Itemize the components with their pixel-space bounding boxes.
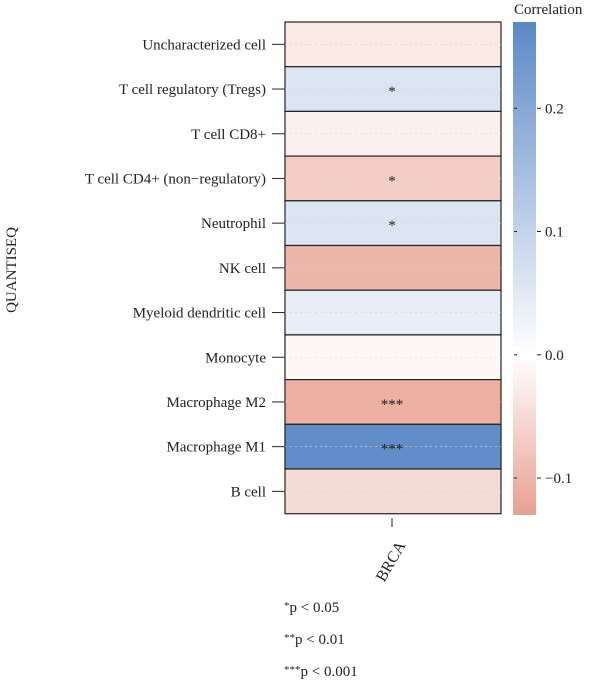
colorbar-tick-label: −0.1: [545, 471, 572, 487]
row-label: Monocyte: [205, 350, 266, 366]
row-label: T cell regulatory (Tregs): [119, 82, 266, 98]
significance-note: *p < 0.05: [284, 600, 340, 616]
colorbar: 0.2 0.1 0.0 −0.1: [513, 22, 572, 515]
row-label: NK cell: [219, 261, 266, 277]
row-label: Macrophage M1: [166, 440, 266, 456]
row-label: B cell: [231, 484, 266, 500]
y-axis-title: QUANTISEQ: [4, 227, 20, 313]
significance-note: **p < 0.01: [284, 632, 345, 648]
row-label: Macrophage M2: [166, 395, 266, 411]
colorbar-tick-label: 0.0: [545, 348, 564, 364]
colorbar-title: Correlation: [514, 2, 583, 18]
row-label: Uncharacterized cell: [142, 37, 266, 53]
row-label: T cell CD4+ (non−regulatory): [85, 171, 266, 187]
significance-stars: *: [388, 173, 396, 189]
significance-note: ***p < 0.001: [284, 664, 358, 680]
significance-stars: *: [388, 218, 396, 234]
row-label: Myeloid dendritic cell: [133, 306, 266, 322]
colorbar-tick-label: 0.1: [545, 225, 564, 241]
heatmap-cells: *********: [284, 21, 502, 515]
significance-stars: ***: [381, 442, 404, 458]
heatmap-cell: [284, 110, 502, 157]
significance-legend: *p < 0.05 **p < 0.01 ***p < 0.001: [284, 591, 358, 687]
colorbar-tick-label: 0.2: [545, 101, 564, 117]
heatmap-cell: [284, 289, 502, 336]
column-label: BRCA: [373, 538, 410, 585]
colorbar-gradient: [513, 22, 536, 515]
heatmap-cell: [284, 468, 502, 515]
heatmap-cell: [284, 21, 502, 68]
significance-stars: ***: [381, 397, 404, 413]
heatmap-cell: [284, 244, 502, 291]
row-label: Neutrophil: [201, 216, 266, 232]
heatmap-cell: [284, 334, 502, 381]
row-label: T cell CD8+: [191, 127, 266, 143]
row-labels: Uncharacterized cell T cell regulatory (T…: [85, 37, 285, 500]
significance-stars: *: [388, 84, 396, 100]
